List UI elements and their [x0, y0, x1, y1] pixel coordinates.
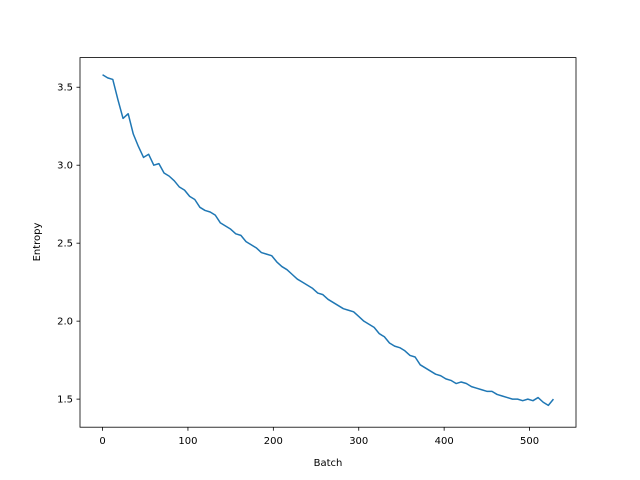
x-tick-label: 500 — [520, 436, 539, 447]
y-tick-label: 3.5 — [57, 83, 73, 94]
x-tick-label: 200 — [264, 436, 283, 447]
axes-frame — [79, 57, 577, 428]
x-tick-label: 0 — [99, 436, 105, 447]
x-axis-label: Batch — [314, 458, 343, 469]
y-tick-label: 2.5 — [57, 239, 73, 250]
data-line — [102, 74, 555, 407]
y-axis-label: Entropy — [32, 222, 43, 261]
x-tick-label: 100 — [178, 436, 197, 447]
x-tick-label: 400 — [435, 436, 454, 447]
y-tick-label: 1.5 — [57, 395, 73, 406]
x-tick-label: 300 — [349, 436, 368, 447]
y-tick-label: 2.0 — [57, 317, 73, 328]
y-tick-label: 3.0 — [57, 161, 73, 172]
